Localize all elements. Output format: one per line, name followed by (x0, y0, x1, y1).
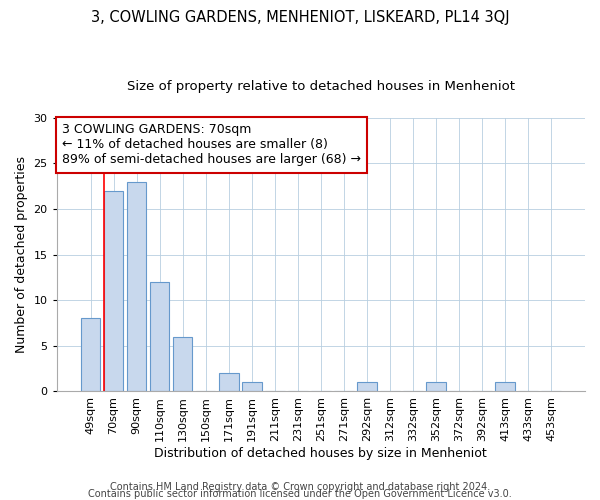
Bar (426, 382, 446, 392)
Title: Size of property relative to detached houses in Menheniot: Size of property relative to detached ho… (127, 80, 515, 93)
Text: Contains HM Land Registry data © Crown copyright and database right 2024.: Contains HM Land Registry data © Crown c… (110, 482, 490, 492)
Text: 3 COWLING GARDENS: 70sqm
← 11% of detached houses are smaller (8)
89% of semi-de: 3 COWLING GARDENS: 70sqm ← 11% of detach… (62, 124, 361, 166)
Bar (81, 318, 100, 392)
Bar (104, 191, 124, 392)
Bar (496, 382, 515, 392)
Bar (242, 382, 262, 392)
X-axis label: Distribution of detached houses by size in Menheniot: Distribution of detached houses by size … (154, 447, 487, 460)
Bar (150, 282, 169, 392)
Bar (127, 182, 146, 392)
Y-axis label: Number of detached properties: Number of detached properties (15, 156, 28, 353)
Text: Contains public sector information licensed under the Open Government Licence v3: Contains public sector information licen… (88, 489, 512, 499)
Bar (219, 373, 239, 392)
Bar (173, 336, 193, 392)
Text: 3, COWLING GARDENS, MENHENIOT, LISKEARD, PL14 3QJ: 3, COWLING GARDENS, MENHENIOT, LISKEARD,… (91, 10, 509, 25)
Bar (357, 382, 377, 392)
